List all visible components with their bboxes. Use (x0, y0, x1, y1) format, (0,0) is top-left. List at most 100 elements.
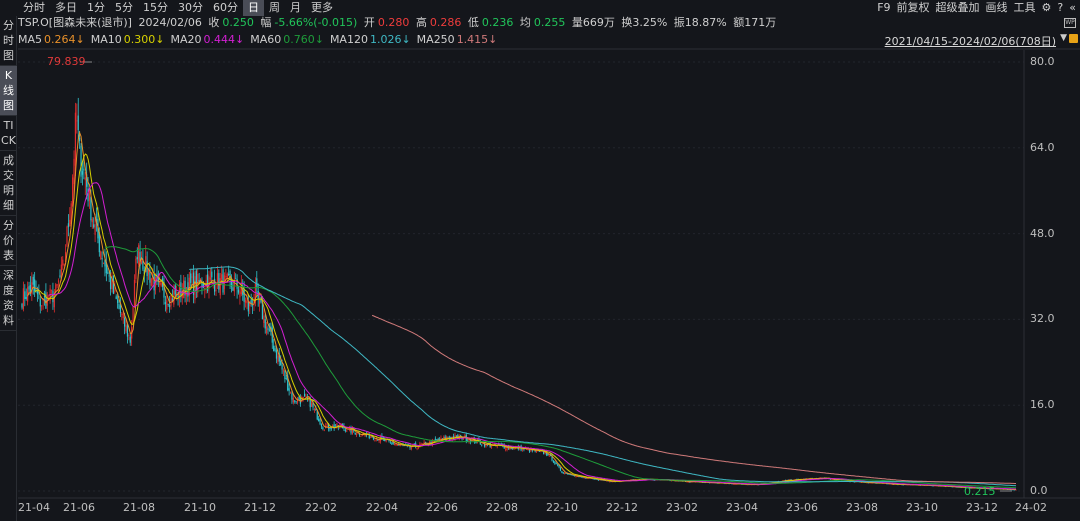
candle-body (21, 303, 23, 308)
candle-body (135, 258, 137, 279)
tab-5[interactable]: 30分 (178, 1, 203, 14)
candle-body (481, 444, 483, 446)
candle-body (129, 336, 131, 343)
tab-2[interactable]: 1分 (87, 1, 105, 14)
candle-body (932, 485, 934, 487)
candle-body (580, 476, 583, 478)
candle-body (454, 435, 456, 439)
candle-body (462, 438, 465, 440)
candle-body (434, 438, 436, 441)
tab-0[interactable]: 分时 (23, 1, 45, 14)
tab-6[interactable]: 60分 (213, 1, 238, 14)
candle-body (464, 435, 466, 438)
candle-body (243, 289, 245, 302)
unlock-icon[interactable] (1069, 34, 1078, 43)
candle-body (79, 137, 81, 142)
tab-1[interactable]: 多日 (55, 1, 77, 14)
candle-body (218, 273, 220, 290)
candle-body (45, 292, 47, 309)
candle-body (53, 293, 55, 308)
f9-button[interactable]: F9 (877, 1, 891, 14)
candle-body (25, 296, 27, 299)
candle-body (869, 482, 871, 484)
gear-icon[interactable]: ⚙ (1041, 1, 1052, 14)
candle-body (356, 434, 358, 436)
candle-body (109, 276, 112, 290)
sidebar-item-5[interactable]: 深度资料 (0, 266, 17, 331)
candle-body (551, 455, 553, 461)
tools-button[interactable]: 工具 (1013, 1, 1036, 14)
tab-8[interactable]: 周 (269, 1, 280, 14)
candle-body (1011, 489, 1013, 491)
candle-body (967, 487, 969, 489)
candle-body (901, 484, 903, 486)
candle-body (545, 452, 548, 455)
ma-value: 1.415↓ (456, 33, 498, 46)
monitor-icon[interactable]: WP (1064, 18, 1076, 28)
candle-body (209, 277, 211, 280)
candle-body (596, 479, 598, 480)
candle-body (503, 445, 505, 449)
sidebar-item-0[interactable]: 分时图 (0, 16, 17, 66)
tab-3[interactable]: 5分 (115, 1, 133, 14)
change-label: 幅 (260, 16, 272, 29)
candle-body (306, 397, 309, 399)
candle-body (351, 428, 353, 435)
dropdown-triangle-icon[interactable]: ▼ (1060, 33, 1067, 43)
candle-body (171, 298, 174, 302)
adjust-button[interactable]: 前复权 (896, 1, 930, 14)
candle-body (395, 444, 397, 446)
candle-body (731, 483, 733, 485)
sidebar-item-1[interactable]: K线图 (0, 66, 17, 116)
min-price-label: 0.215 (964, 485, 996, 498)
candle-body (57, 280, 60, 283)
tab-9[interactable]: 月 (290, 1, 301, 14)
candle-body (1015, 489, 1017, 491)
candle-body (527, 448, 529, 451)
candle-body (240, 285, 242, 295)
candle-body (301, 397, 303, 402)
x-tick: 21-08 (123, 501, 155, 514)
ma60-line (104, 246, 1017, 489)
double-chevron-left-icon[interactable]: « (1069, 1, 1076, 14)
candle-body (159, 282, 161, 285)
candle-body (275, 350, 278, 359)
candle-body (389, 441, 391, 443)
tab-10[interactable]: 更多 (311, 1, 333, 14)
candle-body (32, 276, 34, 285)
draw-button[interactable]: 画线 (985, 1, 1008, 14)
candle-body (565, 472, 567, 474)
candle-body (368, 433, 370, 439)
help-icon[interactable]: ? (1057, 1, 1064, 14)
sidebar-item-2[interactable]: TICK (0, 116, 17, 151)
candle-body (214, 278, 216, 292)
candle-body (117, 299, 119, 303)
candle-body (585, 477, 587, 479)
x-tick: 23-04 (726, 501, 758, 514)
sidebar-item-3[interactable]: 成交明细 (0, 151, 17, 216)
candle-body (163, 282, 165, 298)
x-tick: 22-12 (606, 501, 638, 514)
candle-body (282, 370, 285, 372)
candle-body (73, 158, 75, 185)
x-tick: 21-10 (184, 501, 216, 514)
candle-body (700, 482, 702, 483)
candle-body (88, 188, 91, 201)
candle-body (333, 424, 335, 429)
candle-body (564, 472, 566, 474)
date-range[interactable]: 2021/04/15-2024/02/06(708日) (884, 35, 1056, 48)
tab-7[interactable]: 日 (243, 0, 264, 16)
candle-body (745, 484, 747, 486)
sidebar-item-4[interactable]: 分价表 (0, 216, 17, 266)
candle-body (111, 279, 113, 290)
candle-body (346, 430, 348, 432)
candle-body (52, 290, 54, 303)
candle-body (206, 274, 209, 292)
period-tabs: 分时 多日 1分 5分 15分 30分 60分日周月更多 (18, 0, 338, 16)
candle-body (1013, 489, 1016, 491)
overlay-button[interactable]: 超级叠加 (935, 1, 980, 14)
candle-body (39, 298, 41, 307)
tab-4[interactable]: 15分 (143, 1, 168, 14)
y-tick: 0.0 (1030, 484, 1048, 497)
